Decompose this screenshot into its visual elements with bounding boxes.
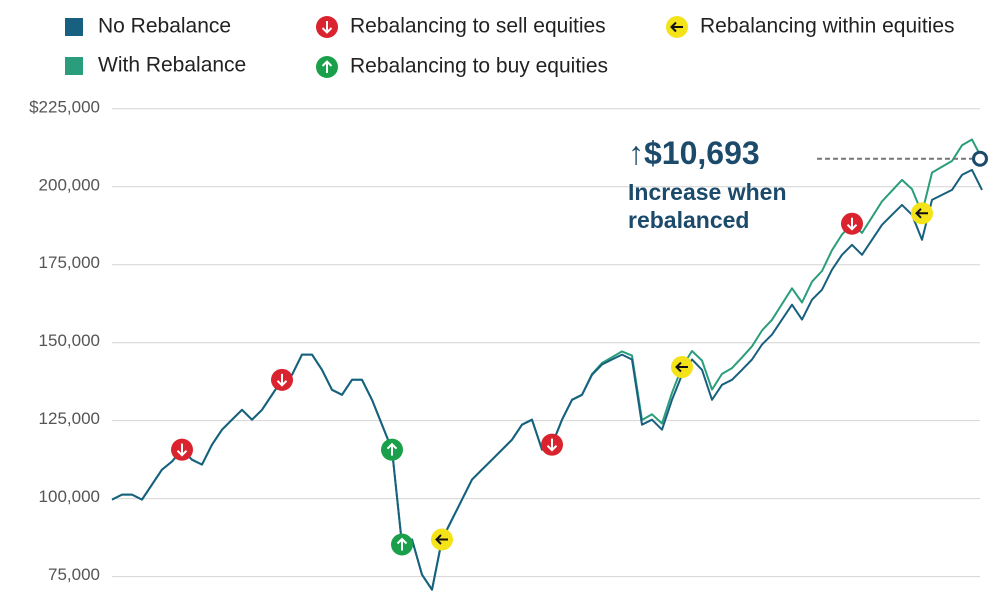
- event-marker: [381, 438, 403, 461]
- marker-icon: [546, 438, 558, 452]
- legend-label: Rebalancing within equities: [700, 15, 955, 38]
- legend-marker: [666, 16, 688, 38]
- legend-label: No Rebalance: [98, 15, 231, 38]
- marker-icon: [321, 60, 333, 73]
- y-tick-label: 175,000: [39, 253, 100, 272]
- marker-icon: [386, 442, 398, 456]
- event-marker: [271, 368, 293, 391]
- legend-label: Rebalancing to sell equities: [350, 15, 606, 38]
- annotation: ↑$10,693 Increase when rebalanced: [628, 135, 828, 234]
- y-tick-label: 75,000: [48, 565, 100, 584]
- event-marker: [911, 202, 933, 225]
- y-tick-label: 100,000: [39, 487, 100, 506]
- event-marker: [541, 433, 563, 456]
- increase-text: Increase when rebalanced: [628, 178, 787, 233]
- event-marker: [171, 438, 193, 461]
- marker-icon: [670, 21, 683, 33]
- marker-icon: [321, 21, 333, 34]
- event-marker: [431, 528, 453, 551]
- y-tick-label: $225,000: [29, 97, 100, 116]
- legend-label: Rebalancing to buy equities: [350, 55, 608, 78]
- marker-icon: [276, 373, 288, 387]
- legend-marker: [316, 56, 338, 78]
- marker-icon: [675, 361, 688, 373]
- y-tick-label: 150,000: [39, 331, 100, 350]
- legend-label: With Rebalance: [98, 54, 246, 77]
- y-tick-label: 200,000: [39, 175, 100, 194]
- legend-swatch: [65, 18, 83, 36]
- marker-icon: [915, 208, 928, 219]
- y-tick-label: 125,000: [39, 409, 100, 428]
- increase-value: $10,693: [644, 134, 760, 171]
- marker-icon: [435, 534, 448, 545]
- series-line: [111, 138, 983, 591]
- event-marker: [391, 533, 413, 556]
- event-marker: [671, 356, 693, 379]
- marker-icon: [846, 217, 858, 231]
- marker-icon: [396, 537, 408, 551]
- legend-marker: [316, 16, 338, 38]
- end-point: [972, 150, 988, 167]
- marker-icon: [176, 443, 188, 457]
- increase: ↑$10,693: [628, 135, 828, 172]
- legend-swatch: [65, 57, 83, 75]
- event-marker: [841, 212, 863, 235]
- arrow-icon: ↑: [628, 134, 644, 171]
